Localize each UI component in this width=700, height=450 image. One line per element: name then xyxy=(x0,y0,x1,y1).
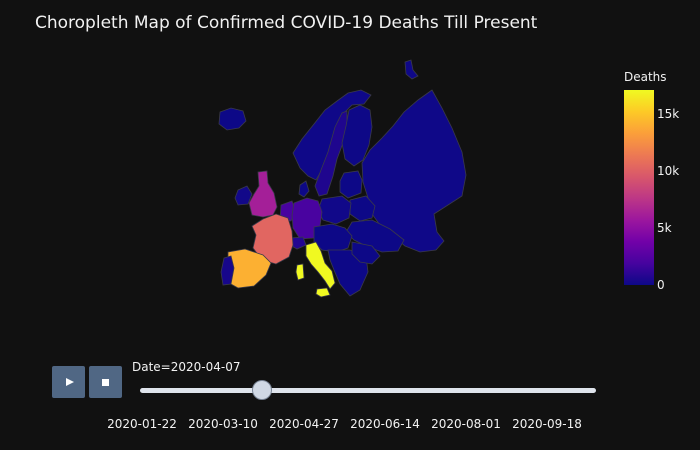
map-title: Choropleth Map of Confirmed COVID-19 Dea… xyxy=(35,13,538,33)
stop-button[interactable] xyxy=(89,366,122,398)
region-poland[interactable] xyxy=(317,195,352,225)
colorbar-title: Deaths xyxy=(624,70,667,84)
region-portugal[interactable] xyxy=(220,255,235,286)
slider-date-label[interactable]: 2020-04-27 xyxy=(269,417,339,431)
play-button[interactable] xyxy=(52,366,85,398)
region-sweden[interactable] xyxy=(314,110,348,197)
region-romania[interactable] xyxy=(351,241,381,265)
region-italy[interactable] xyxy=(305,241,336,290)
region-sicily[interactable] xyxy=(315,287,331,298)
region-central-europe[interactable] xyxy=(313,223,353,253)
region-baltics[interactable] xyxy=(339,170,363,199)
date-slider-rail[interactable] xyxy=(140,388,596,393)
slider-date-label[interactable]: 2020-03-10 xyxy=(188,417,258,431)
play-icon xyxy=(65,378,74,386)
region-sardinia[interactable] xyxy=(295,263,305,281)
date-slider-handle[interactable] xyxy=(252,380,273,400)
region-france[interactable] xyxy=(251,213,294,265)
slider-date-label[interactable]: 2020-09-18 xyxy=(512,417,582,431)
colorbar-tick-label: 15k xyxy=(657,106,680,121)
colorbar xyxy=(624,90,654,285)
region-denmark[interactable] xyxy=(298,180,310,198)
slider-date-label[interactable]: 2020-01-22 xyxy=(107,417,177,431)
colorbar-tick-label: 0 xyxy=(657,278,665,292)
slider-date-label[interactable]: 2020-08-01 xyxy=(431,417,501,431)
slider-current-value: Date=2020-04-07 xyxy=(132,360,241,374)
region-uk[interactable] xyxy=(248,170,278,218)
slider-date-label[interactable]: 2020-06-14 xyxy=(350,417,420,431)
region-belarus[interactable] xyxy=(349,195,376,222)
colorbar-tick-label: 10k xyxy=(657,163,680,178)
region-ireland[interactable] xyxy=(234,185,253,206)
colorbar-tick-label: 5k xyxy=(657,220,672,235)
region-russia-island[interactable] xyxy=(404,59,419,80)
stop-icon xyxy=(102,378,109,386)
region-norway[interactable] xyxy=(292,89,372,181)
region-finland[interactable] xyxy=(341,104,373,167)
region-iceland[interactable] xyxy=(218,107,247,131)
